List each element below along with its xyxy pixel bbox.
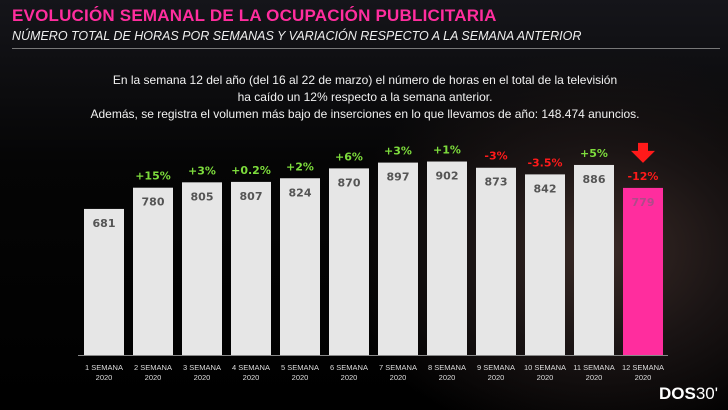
- down-arrow-icon: [631, 142, 655, 163]
- variation-label: +3%: [188, 164, 216, 177]
- x-tick-label: 12 SEMANA: [622, 363, 664, 372]
- variation-label: +1%: [433, 144, 461, 157]
- data-label: 897: [387, 171, 410, 184]
- bar: [476, 167, 516, 355]
- intro-text: En la semana 12 del año (del 16 al 22 de…: [60, 72, 670, 123]
- logo-light: 30': [695, 384, 718, 403]
- x-tick-label: 2020: [586, 373, 603, 382]
- data-label: 779: [632, 196, 655, 209]
- variation-label: +6%: [335, 150, 363, 163]
- x-tick-label: 3 SEMANA: [183, 363, 221, 372]
- x-tick-label: 9 SEMANA: [477, 363, 515, 372]
- x-tick-label: 10 SEMANA: [524, 363, 566, 372]
- variation-label: -3%: [484, 150, 507, 163]
- data-label: 780: [142, 196, 165, 209]
- data-label: 681: [93, 217, 116, 230]
- x-tick-label: 2020: [292, 373, 309, 382]
- data-label: 870: [338, 176, 361, 189]
- data-label: 886: [583, 173, 606, 186]
- x-tick-label: 2020: [145, 373, 162, 382]
- x-tick-label: 2020: [537, 373, 554, 382]
- page-subtitle: NÚMERO TOTAL DE HORAS POR SEMANAS Y VARI…: [12, 29, 582, 43]
- x-tick-label: 2020: [341, 373, 358, 382]
- logo: DOS30': [659, 384, 718, 404]
- x-tick-label: 1 SEMANA: [85, 363, 123, 372]
- x-tick-label: 6 SEMANA: [330, 363, 368, 372]
- bar: [280, 178, 320, 355]
- x-tick-label: 4 SEMANA: [232, 363, 270, 372]
- x-tick-label: 2020: [243, 373, 260, 382]
- x-tick-label: 2 SEMANA: [134, 363, 172, 372]
- x-tick-label: 8 SEMANA: [428, 363, 466, 372]
- bar: [84, 208, 124, 355]
- x-tick-label: 5 SEMANA: [281, 363, 319, 372]
- bar: [133, 187, 173, 355]
- logo-bold: DOS: [659, 384, 696, 403]
- data-label: 902: [436, 170, 459, 183]
- bar: [378, 162, 418, 355]
- variation-label: +15%: [135, 170, 171, 183]
- x-tick-label: 11 SEMANA: [573, 363, 615, 372]
- data-label: 805: [191, 190, 214, 203]
- x-tick-label: 2020: [96, 373, 113, 382]
- variation-label: +2%: [286, 160, 314, 173]
- x-tick-label: 2020: [439, 373, 456, 382]
- divider: [12, 48, 720, 49]
- data-label: 873: [485, 176, 508, 189]
- intro-line: En la semana 12 del año (del 16 al 22 de…: [112, 73, 618, 87]
- bar: [329, 168, 369, 355]
- data-label: 807: [240, 190, 263, 203]
- x-tick-label: 2020: [194, 373, 211, 382]
- bar: [427, 161, 467, 355]
- intro-line: ha caído un 12% respecto a la semana ant…: [237, 90, 493, 104]
- bar: [182, 182, 222, 355]
- bar: [574, 164, 614, 355]
- x-tick-label: 7 SEMANA: [379, 363, 417, 372]
- variation-label: +0.2%: [231, 164, 271, 177]
- bar: [525, 174, 565, 355]
- data-label: 842: [534, 182, 557, 195]
- x-tick-label: 2020: [488, 373, 505, 382]
- bar: [231, 181, 271, 355]
- variation-label: +5%: [580, 147, 608, 160]
- bar: [623, 187, 663, 355]
- x-tick-label: 2020: [635, 373, 652, 382]
- intro-line: Además, se registra el volumen más bajo …: [90, 107, 640, 121]
- variation-label: +3%: [384, 145, 412, 158]
- variation-label: -3.5%: [527, 156, 562, 169]
- x-tick-label: 2020: [390, 373, 407, 382]
- data-label: 824: [289, 186, 312, 199]
- page-title: EVOLUCIÓN SEMANAL DE LA OCUPACIÓN PUBLIC…: [12, 6, 497, 25]
- variation-label: -12%: [628, 170, 659, 183]
